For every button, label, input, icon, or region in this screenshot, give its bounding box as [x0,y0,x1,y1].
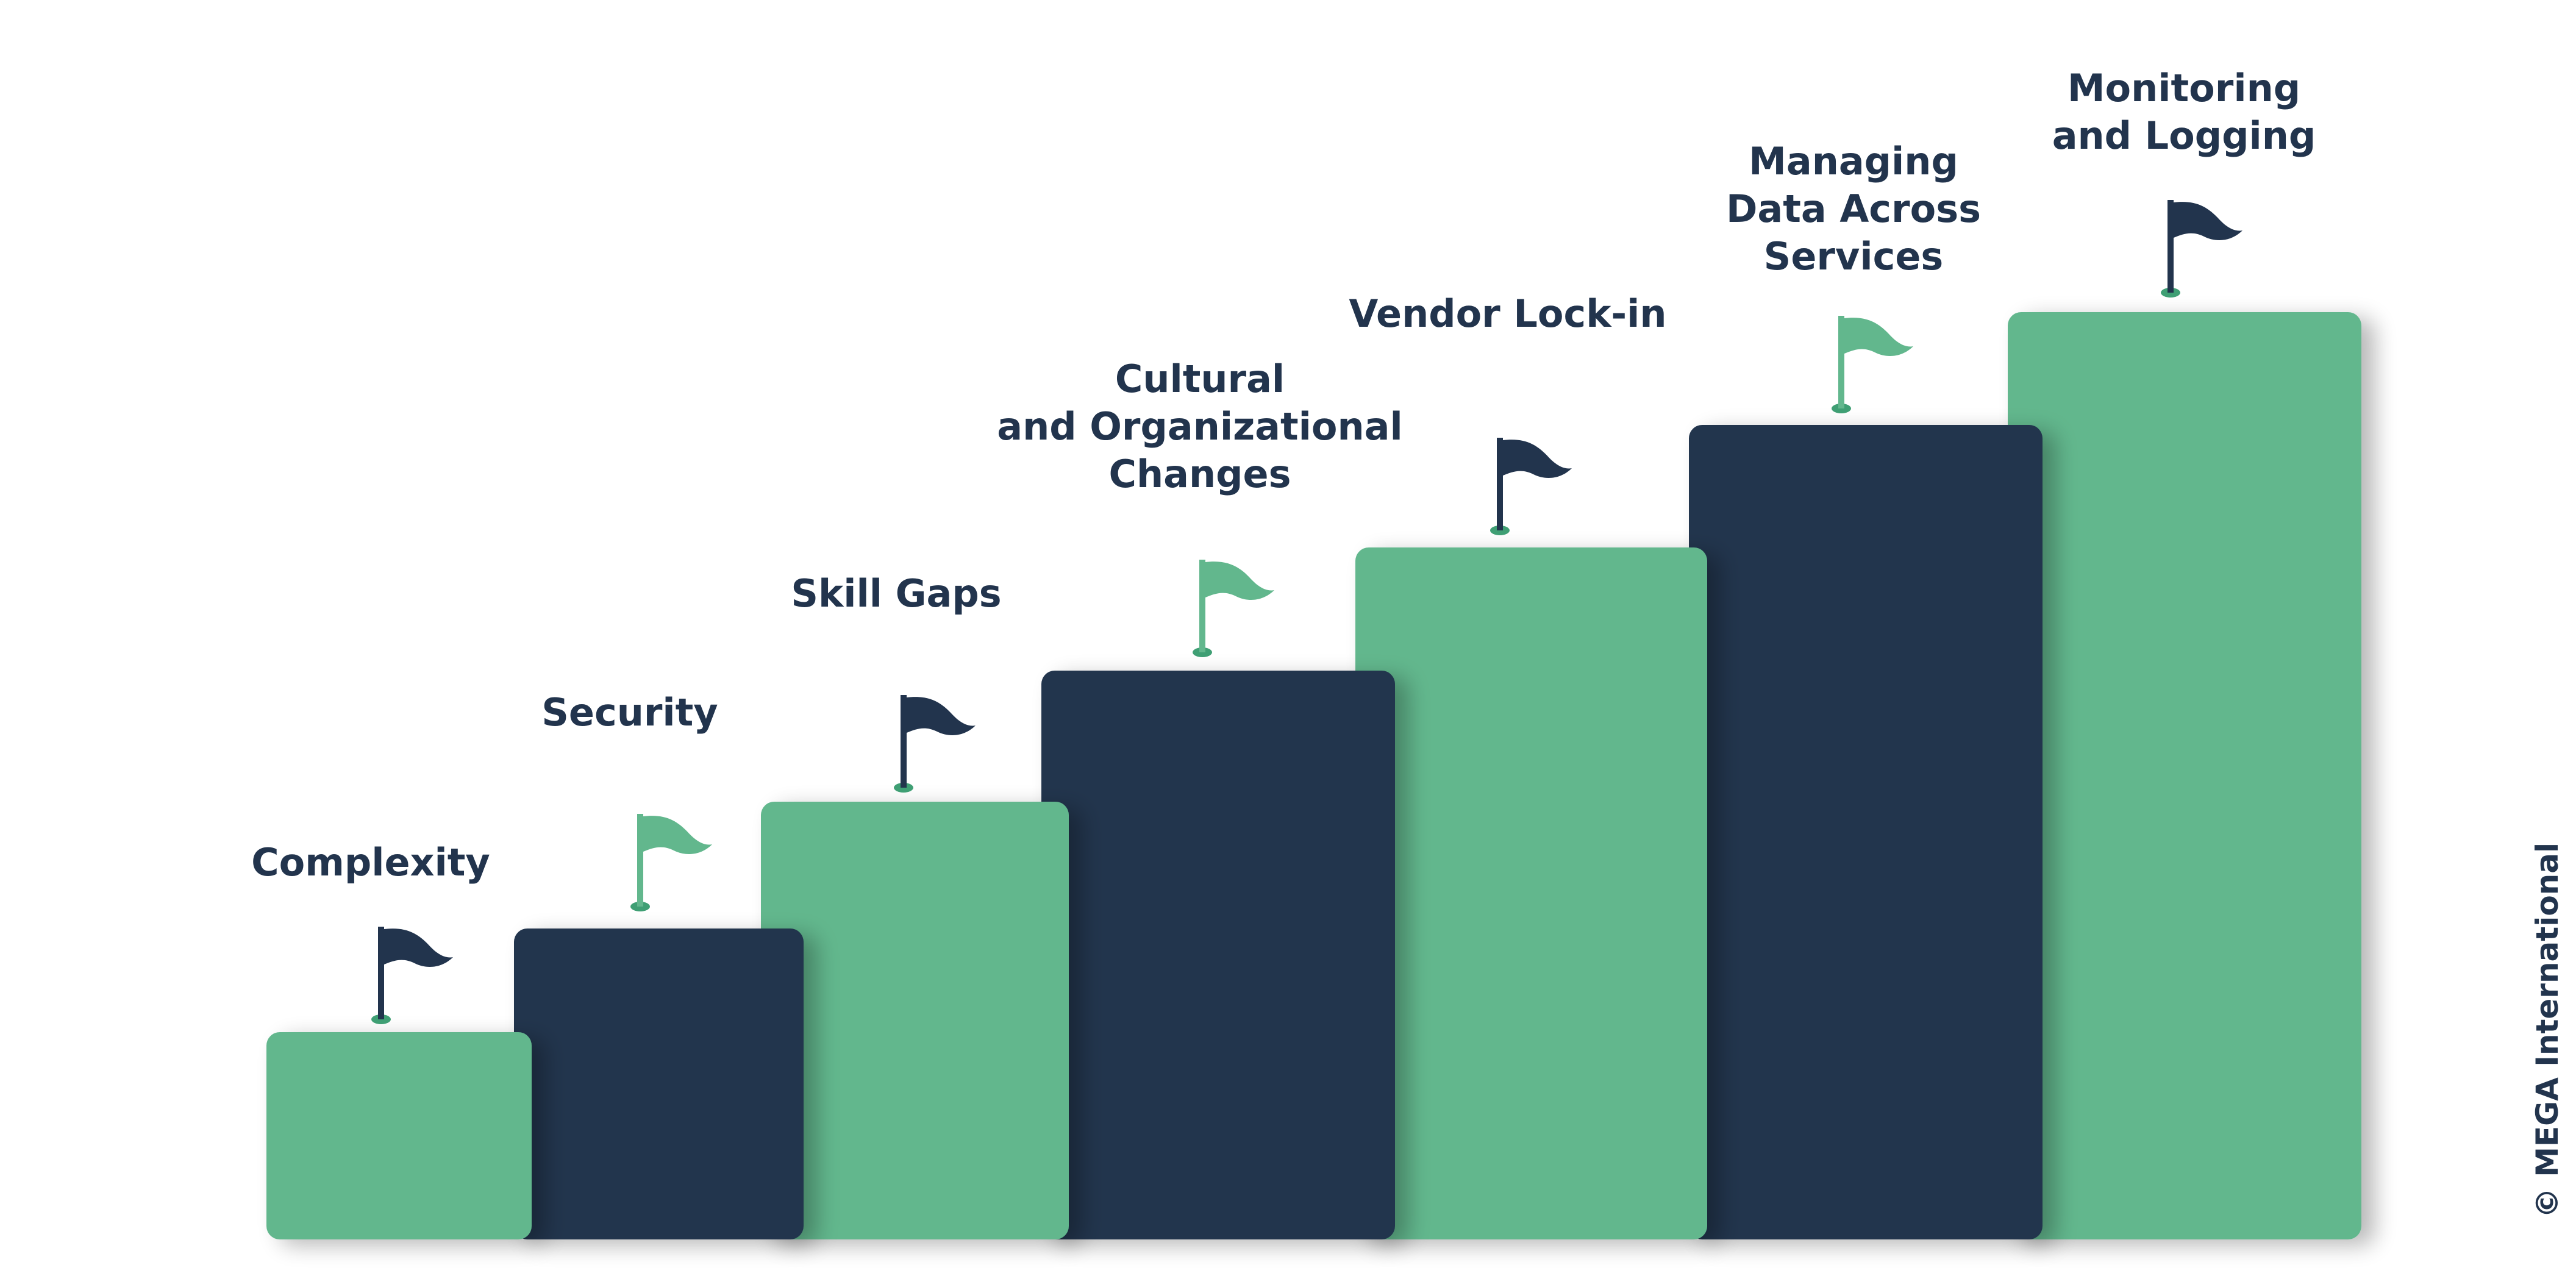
step-label-line: and Organizational [997,404,1402,449]
step-label-3: Skill Gaps [791,571,1001,616]
step-block-7 [2008,312,2361,1239]
step-label-line: Vendor Lock-in [1349,291,1666,336]
flag-icon [630,814,712,911]
step-label-line: Monitoring [2068,66,2300,110]
step-label-line: Cultural [1115,357,1285,401]
step-label-7: Monitoring and Logging [2052,66,2316,158]
step-label-2: Security [541,690,718,735]
step-label-line: Skill Gaps [791,571,1001,616]
flag-icon [1832,316,1913,413]
step-block-1 [266,1032,532,1239]
flag-icon [894,695,976,793]
flag-icon [371,927,453,1024]
flag-icon [1490,438,1572,535]
step-label-line: Complexity [251,840,490,885]
step-label-line: and Logging [2052,113,2316,158]
step-block-4 [1041,671,1395,1239]
step-label-line: Security [541,690,718,735]
step-block-5 [1355,547,1707,1239]
step-label-1: Complexity [251,840,490,885]
step-label-line: Services [1764,234,1944,279]
step-label-line: Data Across [1726,187,1981,231]
copyright-text: © MEGA International [2530,843,2565,1218]
step-block-2 [514,928,804,1239]
step-label-line: Changes [1109,452,1291,496]
step-label-5: Vendor Lock-in [1349,291,1666,336]
step-block-6 [1689,425,2043,1239]
step-block-3 [761,802,1069,1239]
step-label-4: Cultural and Organizational Changes [997,357,1402,496]
step-label-6: Managing Data Across Services [1726,139,1981,279]
flag-icon [1193,560,1274,657]
flag-icon [2161,200,2242,298]
step-label-line: Managing [1749,139,1958,184]
